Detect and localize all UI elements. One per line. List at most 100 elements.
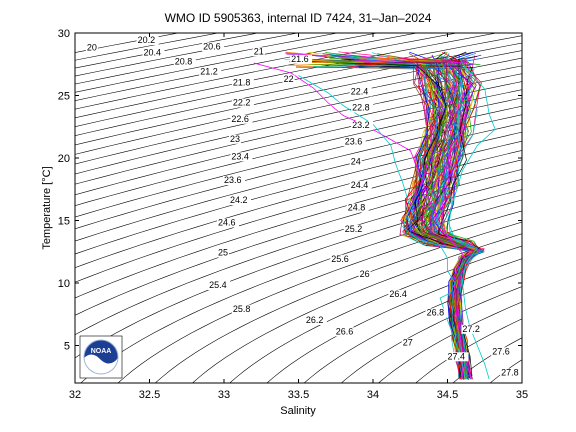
x-tick-label: 34.5 <box>437 389 458 401</box>
x-tick-label: 33.5 <box>288 389 309 401</box>
contour-label-bg <box>304 316 327 325</box>
density-contour-line <box>75 131 522 255</box>
contour-label: 25.6 <box>331 254 349 264</box>
density-contour-line <box>266 258 522 383</box>
density-contours <box>75 33 522 383</box>
contour-label: 27.8 <box>501 368 519 378</box>
density-contour-line <box>75 33 499 119</box>
density-contour-line <box>340 286 522 383</box>
contour-label-bg <box>500 368 523 378</box>
profile-line <box>432 65 480 380</box>
contour-label: 21.2 <box>200 66 218 76</box>
density-contour-line <box>415 318 522 383</box>
y-tick-label: 30 <box>58 28 70 40</box>
contour-label-bg <box>349 157 362 167</box>
contour-label: 20 <box>87 43 97 53</box>
contour-label: 24.8 <box>348 203 366 213</box>
contour-label: 23.4 <box>231 151 249 161</box>
contour-label-bg <box>343 137 366 147</box>
density-contour-line <box>192 233 522 383</box>
y-tick-label: 20 <box>58 153 70 165</box>
density-contour-line <box>303 271 522 383</box>
density-contour-line <box>75 33 419 101</box>
density-contour-line <box>75 123 522 242</box>
contour-label-bg <box>142 48 165 58</box>
contour-label: 25.4 <box>209 280 227 290</box>
profile-line <box>358 65 475 378</box>
contour-label: 26.6 <box>336 326 354 336</box>
contour-label-bg <box>231 78 254 88</box>
contour-label: 23.6 <box>345 136 363 146</box>
contour-label-bg <box>425 308 448 318</box>
profile-line <box>304 58 474 380</box>
contour-label-bg <box>461 324 484 334</box>
contour-label: 24 <box>351 156 361 166</box>
contour-label-bg <box>230 152 253 162</box>
contour-label: 26.8 <box>427 308 445 318</box>
contour-label-bg <box>229 196 251 205</box>
contour-label: 20.4 <box>144 48 162 58</box>
x-axis: 32 32.5 33 33.5 34 34.5 35 <box>69 33 528 401</box>
contour-label-bg <box>199 67 222 77</box>
contour-label-bg <box>491 347 514 357</box>
contour-label: 22.2 <box>233 98 251 108</box>
density-contour-line <box>75 50 522 146</box>
contour-label: 25.2 <box>345 224 363 234</box>
contour-label-bg <box>282 74 295 84</box>
density-contour-line <box>75 33 459 110</box>
contour-label-bg <box>229 134 241 144</box>
profiles-group <box>253 51 496 380</box>
density-contour-line <box>75 179 522 336</box>
contour-label: 27.4 <box>448 351 466 361</box>
density-contour-line <box>117 210 522 383</box>
contour-label-bg <box>351 121 374 130</box>
density-contour-line <box>80 199 522 383</box>
density-contour-line <box>75 159 522 299</box>
contour-label: 25.8 <box>233 304 251 314</box>
svg-text:NOAA: NOAA <box>91 348 112 355</box>
contour-label: 22 <box>284 74 294 84</box>
x-tick-label: 35 <box>516 389 528 401</box>
profile-line <box>434 57 486 380</box>
contour-label-bg <box>223 176 245 185</box>
density-contour-line <box>75 169 522 316</box>
profile-line <box>382 61 472 378</box>
x-tick-label: 34 <box>367 389 379 401</box>
contour-label-bg <box>351 103 374 113</box>
contour-label-bg <box>290 54 313 64</box>
contour-label-bg <box>358 269 371 279</box>
contour-label-bg <box>231 98 254 108</box>
density-contour-line <box>75 33 340 85</box>
contour-label-bg <box>330 254 353 264</box>
noaa-logo: NOAA <box>79 335 123 379</box>
contour-label: 22.8 <box>352 103 370 113</box>
contour-label: 20.6 <box>203 41 221 51</box>
contour-label: 20.2 <box>138 35 156 45</box>
density-contour-line <box>75 150 522 283</box>
contour-label-bg <box>388 289 411 299</box>
contour-label: 22.6 <box>231 114 249 124</box>
contour-label: 24.2 <box>230 195 248 205</box>
contour-label: 27.2 <box>462 324 480 334</box>
contour-label-bg <box>349 87 372 97</box>
contour-label: 26.2 <box>306 315 324 325</box>
density-contour-line <box>489 359 522 383</box>
density-contour-line <box>75 42 522 137</box>
y-axis: 5 10 15 20 25 30 <box>58 28 522 353</box>
density-contour-line <box>229 245 522 383</box>
density-contour-line <box>75 73 522 175</box>
contour-label: 22.4 <box>351 86 369 96</box>
y-axis-title: Temperature [°C] <box>41 166 53 249</box>
contour-label: 27.6 <box>492 346 510 356</box>
contour-label-bg <box>202 42 225 52</box>
contour-label-bg <box>346 203 369 213</box>
profile-line <box>323 54 477 379</box>
contour-label: 24.6 <box>218 218 236 228</box>
contour-label: 24.4 <box>351 180 369 190</box>
x-tick-label: 33 <box>218 389 230 401</box>
x-axis-title: Salinity <box>280 405 316 417</box>
contour-label-bg <box>217 218 239 228</box>
y-tick-label: 15 <box>58 216 70 228</box>
contour-label-bg <box>349 181 372 190</box>
